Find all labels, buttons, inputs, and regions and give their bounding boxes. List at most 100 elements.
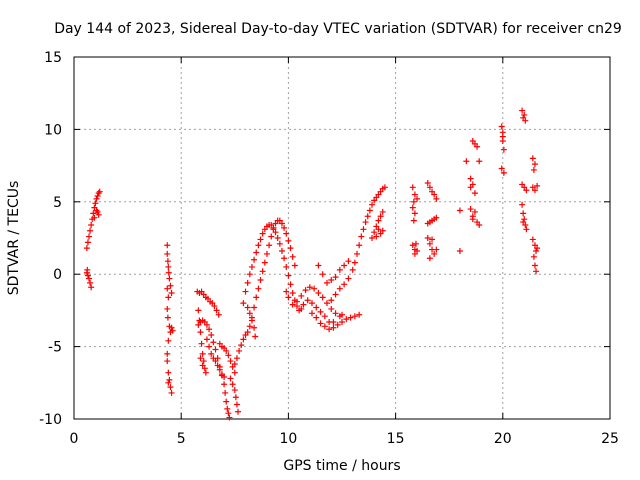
- data-point: [369, 201, 376, 208]
- data-point: [529, 236, 536, 243]
- data-point: [86, 275, 93, 282]
- data-point: [298, 292, 305, 299]
- data-point: [356, 242, 363, 249]
- data-point: [411, 250, 418, 257]
- data-point: [208, 350, 215, 357]
- data-point: [375, 226, 382, 233]
- data-point: [167, 282, 174, 289]
- data-point: [533, 268, 540, 275]
- data-point: [210, 339, 217, 346]
- data-point: [255, 285, 262, 292]
- data-point: [424, 235, 431, 241]
- data-point: [229, 381, 236, 388]
- data-point: [328, 305, 335, 312]
- data-point: [213, 307, 220, 314]
- data-point: [165, 263, 172, 270]
- data-point: [330, 318, 337, 325]
- y-tick-label: 10: [44, 122, 62, 138]
- data-point: [233, 401, 240, 408]
- data-point: [471, 208, 478, 215]
- data-point: [321, 313, 328, 320]
- data-point: [424, 179, 431, 186]
- data-point: [240, 300, 247, 307]
- data-point: [214, 362, 221, 369]
- data-point: [235, 408, 242, 415]
- data-point: [433, 195, 440, 202]
- grid: [74, 57, 610, 419]
- data-point: [91, 214, 98, 221]
- data-point: [523, 226, 530, 233]
- data-point: [90, 210, 97, 217]
- data-point: [362, 219, 369, 226]
- data-point: [371, 229, 378, 236]
- data-point: [351, 259, 358, 266]
- data-point: [321, 323, 328, 330]
- data-point: [165, 269, 172, 276]
- data-point: [165, 294, 172, 301]
- data-point: [410, 198, 417, 205]
- x-tick-labels: 0 5 10 15 20 25: [70, 431, 619, 447]
- data-point: [521, 111, 528, 118]
- data-point: [381, 184, 388, 191]
- data-point: [354, 250, 361, 257]
- y-tick-label: 5: [53, 195, 62, 211]
- data-point: [197, 329, 204, 336]
- data-point: [225, 352, 232, 359]
- data-point: [285, 272, 292, 279]
- data-point: [93, 195, 100, 202]
- data-point: [240, 336, 247, 343]
- data-point: [198, 340, 205, 347]
- data-point: [349, 266, 356, 273]
- data-point: [231, 360, 238, 367]
- data-point: [533, 248, 540, 255]
- data-point: [431, 191, 438, 198]
- data-point: [351, 313, 358, 320]
- data-point: [206, 326, 213, 333]
- data-point: [255, 242, 262, 249]
- data-point: [248, 317, 255, 324]
- data-point: [88, 284, 95, 291]
- data-point: [414, 195, 421, 202]
- data-point: [311, 285, 318, 292]
- data-point: [231, 369, 238, 376]
- data-point: [253, 249, 260, 256]
- data-point: [165, 369, 172, 376]
- data-point: [285, 294, 292, 301]
- data-point: [289, 253, 296, 260]
- data-point: [308, 310, 315, 317]
- data-point: [202, 369, 209, 376]
- data-point: [498, 123, 505, 130]
- data-point: [467, 184, 474, 191]
- x-tick-label: 25: [601, 431, 619, 447]
- data-point: [360, 226, 367, 233]
- x-tick-label: 20: [494, 431, 512, 447]
- data-point: [281, 255, 288, 262]
- data-point: [199, 350, 206, 357]
- data-point: [521, 216, 528, 223]
- data-point: [308, 300, 315, 307]
- x-tick-label: 0: [70, 431, 79, 447]
- data-point: [339, 318, 345, 325]
- data-point: [84, 272, 91, 279]
- data-point: [238, 342, 245, 349]
- data-point: [366, 207, 373, 214]
- y-tick-label: 0: [53, 267, 62, 283]
- data-point: [298, 305, 305, 312]
- data-point: [200, 358, 207, 365]
- data-point: [287, 281, 294, 288]
- data-point: [168, 389, 175, 396]
- data-point: [429, 236, 436, 243]
- data-point: [203, 321, 210, 328]
- data-point: [246, 271, 253, 278]
- data-point: [431, 250, 438, 257]
- data-point: [221, 374, 228, 381]
- data-point: [313, 304, 320, 311]
- data-point: [95, 211, 102, 218]
- data-point: [253, 294, 260, 301]
- data-point: [203, 336, 210, 343]
- data-point: [369, 235, 376, 241]
- y-tick-label: -10: [39, 412, 62, 428]
- data-point: [467, 175, 474, 182]
- data-point: [92, 200, 99, 207]
- data-point: [227, 358, 234, 365]
